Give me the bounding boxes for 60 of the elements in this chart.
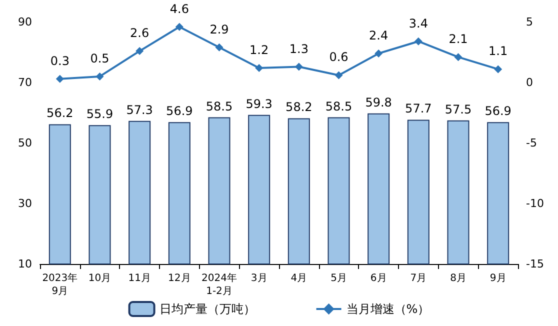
point bbox=[334, 71, 343, 80]
point bbox=[215, 43, 224, 52]
data-label: 55.9 bbox=[86, 107, 114, 122]
x-tick-label: 2023年 9月 bbox=[42, 272, 78, 297]
data-label: 0.3 bbox=[50, 54, 70, 68]
data-label: 59.3 bbox=[246, 96, 272, 111]
data-label: 57.3 bbox=[126, 102, 153, 117]
data-label: 0.5 bbox=[90, 51, 110, 66]
point bbox=[494, 65, 502, 74]
data-label: 57.7 bbox=[405, 102, 432, 116]
data-label: 1.2 bbox=[250, 42, 269, 57]
point bbox=[175, 22, 184, 31]
y2-tick-label: -5 bbox=[526, 136, 537, 150]
y-tick-label: 70 bbox=[18, 76, 32, 89]
legend-label: 日均产量（万吨） bbox=[159, 302, 256, 316]
point bbox=[255, 64, 264, 72]
x-tick-label: 3月 bbox=[250, 273, 268, 284]
y-tick-label: 50 bbox=[18, 136, 32, 150]
x-tick-label: 5月 bbox=[330, 273, 347, 284]
point bbox=[136, 47, 144, 56]
x-tick-label: 9月 bbox=[490, 273, 506, 284]
x-tick-label: 11月 bbox=[128, 273, 151, 284]
y-tick-label: 30 bbox=[18, 197, 32, 210]
y2-tick-label: 0 bbox=[526, 76, 533, 89]
point bbox=[414, 37, 422, 46]
x-tick-label: 4月 bbox=[290, 273, 308, 284]
x-tick-label: 7月 bbox=[410, 273, 427, 284]
data-label: 2.4 bbox=[369, 28, 388, 42]
x-tick-label: 6月 bbox=[370, 273, 387, 284]
y2-tick-label: 5 bbox=[526, 16, 533, 28]
data-label: 56.9 bbox=[166, 104, 193, 118]
data-label: 57.5 bbox=[444, 102, 472, 116]
data-label: 1.1 bbox=[488, 44, 508, 58]
point bbox=[56, 74, 64, 83]
data-label: 56.9 bbox=[484, 104, 512, 118]
point bbox=[96, 72, 104, 80]
x-tick-label: 12月 bbox=[168, 273, 191, 284]
data-label: 56.2 bbox=[46, 106, 74, 120]
data-label: 4.6 bbox=[170, 2, 189, 16]
data-label: 2.6 bbox=[130, 26, 150, 40]
x-tick-label: 8月 bbox=[450, 273, 466, 284]
y2-tick-label: -15 bbox=[526, 258, 544, 270]
y-tick-label: 90 bbox=[18, 16, 32, 28]
data-label: 59.8 bbox=[365, 95, 392, 110]
data-label: 1.3 bbox=[289, 42, 308, 56]
y-tick-label: 10 bbox=[18, 258, 32, 270]
data-label: 2.1 bbox=[448, 32, 468, 46]
x-tick-label: 10月 bbox=[88, 273, 112, 284]
data-label: 58.5 bbox=[325, 99, 352, 114]
data-label: 3.4 bbox=[408, 16, 428, 30]
data-label: 0.6 bbox=[329, 50, 348, 64]
data-label: 2.9 bbox=[210, 22, 229, 36]
x-tick-label: 2024年 1-2月 bbox=[202, 272, 237, 297]
y2-tick-label: -10 bbox=[526, 197, 544, 210]
point bbox=[374, 49, 383, 58]
data-label: 58.2 bbox=[286, 100, 312, 114]
legend-label: 当月增速（%） bbox=[346, 302, 430, 316]
point bbox=[294, 62, 303, 71]
data-label: 58.5 bbox=[206, 99, 233, 114]
point bbox=[454, 53, 462, 62]
